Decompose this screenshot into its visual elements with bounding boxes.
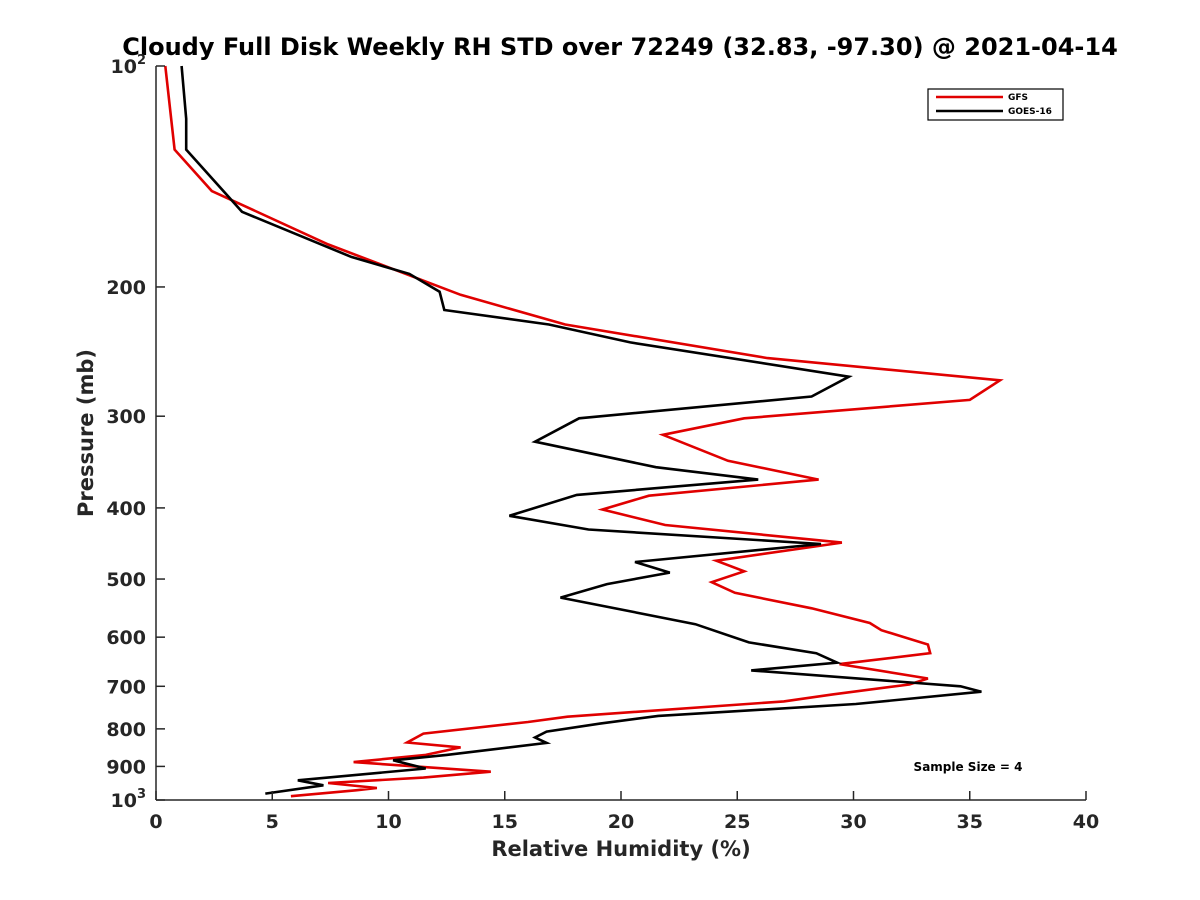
legend: GFS GOES-16 (927, 88, 1064, 121)
sample-size-annotation: Sample Size = 4 (914, 760, 1023, 774)
x-tick-label: 15 (492, 811, 518, 833)
y-tick-label: 300 (106, 406, 146, 428)
x-tick-label: 5 (266, 811, 279, 833)
axes (155, 66, 1086, 801)
y-tick-label: 200 (106, 277, 146, 299)
plot-lines (164, 65, 1004, 798)
y-tick-label: 800 (106, 719, 146, 741)
x-tick-label: 0 (149, 811, 162, 833)
y-tick-label-base: 10 (111, 790, 137, 812)
y-axis-label: Pressure (mb) (74, 349, 98, 517)
y-tick-label: 102 (111, 53, 147, 78)
y-tick-label-exponent: 3 (137, 787, 146, 802)
y-tick-label: 103 (111, 787, 147, 812)
y-tick-label-exponent: 2 (137, 53, 146, 68)
legend-label-goes-16: GOES-16 (1008, 107, 1052, 117)
x-tick-label: 25 (724, 811, 750, 833)
legend-box (927, 88, 1064, 121)
x-tick-label: 35 (957, 811, 983, 833)
x-ticks: 0 5 10 15 20 25 30 35 40 (149, 791, 1099, 833)
y-tick-label: 400 (106, 498, 146, 520)
y-tick-label: 500 (106, 569, 146, 591)
y-tick-label: 700 (106, 676, 146, 698)
y-tick-label: 600 (106, 627, 146, 649)
series-line-gfs (164, 65, 1004, 798)
legend-label-gfs: GFS (1008, 93, 1028, 103)
chart-title: Cloudy Full Disk Weekly RH STD over 7224… (122, 33, 1118, 61)
y-tick-label: 900 (106, 756, 146, 778)
y-tick-label-base: 10 (111, 56, 137, 78)
x-axis-label: Relative Humidity (%) (491, 837, 750, 861)
series-line-goes-16 (180, 65, 982, 795)
x-tick-label: 20 (608, 811, 634, 833)
x-tick-label: 30 (840, 811, 866, 833)
x-tick-label: 10 (375, 811, 401, 833)
x-tick-label: 40 (1073, 811, 1099, 833)
